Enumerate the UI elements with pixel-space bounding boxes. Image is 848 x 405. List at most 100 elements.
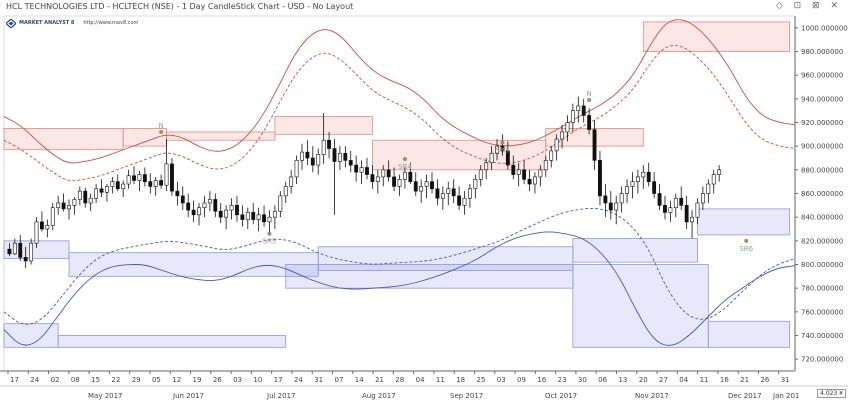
x-tick-label: 03 xyxy=(497,376,506,384)
candle-body xyxy=(468,188,472,199)
x-tick-label: 24 xyxy=(30,376,39,384)
band-red xyxy=(166,131,276,141)
x-month-label: Oct 2017 xyxy=(545,392,577,400)
candle-body xyxy=(18,242,23,258)
candle-body xyxy=(50,207,55,226)
x-tick-label: 17 xyxy=(10,376,19,384)
x-tick-label: 12 xyxy=(172,376,181,384)
x-tick-label: 02 xyxy=(51,376,60,384)
x-tick-label: 25 xyxy=(476,376,485,384)
x-tick-label: 05 xyxy=(152,376,161,384)
window-controls[interactable]: ◇ ⊡ ⊠ ✕ xyxy=(775,1,842,11)
candle-body xyxy=(462,197,467,206)
marker-dot xyxy=(267,231,272,236)
candle-body xyxy=(126,175,131,185)
candle-body xyxy=(695,202,700,218)
x-tick-label: 11 xyxy=(700,376,709,384)
x-tick-label: 09 xyxy=(517,376,526,384)
candle-body xyxy=(402,171,407,180)
candle-body xyxy=(354,164,359,173)
candle-body xyxy=(235,205,239,216)
series-solid-red xyxy=(3,19,796,164)
candle-body xyxy=(457,195,462,206)
marker-dot xyxy=(159,129,164,134)
x-month-label: May 2017 xyxy=(88,392,123,400)
candle-body xyxy=(565,122,570,133)
candle-body xyxy=(267,216,272,223)
marker-dot xyxy=(500,140,505,145)
brand-logo: MARKET ANALYST 8 http://www.mav8.com xyxy=(6,17,138,29)
candle-body xyxy=(272,210,277,218)
candle-body xyxy=(446,188,451,194)
candle-body xyxy=(83,190,88,204)
band-red xyxy=(642,21,790,52)
candle-body xyxy=(72,199,77,206)
band-blue xyxy=(285,264,574,289)
candle-body xyxy=(148,181,153,187)
x-tick-label: 31 xyxy=(781,376,790,384)
y-tick-label: 800.000000 xyxy=(801,261,843,269)
candle-body xyxy=(684,205,689,223)
candle-body xyxy=(310,157,315,166)
candle-body xyxy=(560,131,564,140)
marker-dot xyxy=(402,157,407,162)
x-month-label: Nov 2017 xyxy=(635,392,669,400)
candle-body xyxy=(646,171,651,182)
candle-body xyxy=(673,197,678,209)
candle-body xyxy=(706,183,711,194)
candle-body xyxy=(592,129,597,161)
candle-body xyxy=(61,202,66,210)
candle-body xyxy=(430,181,434,190)
candle-body xyxy=(711,174,716,185)
candle-body xyxy=(652,181,657,194)
series-dashed-blue xyxy=(3,207,796,325)
x-month-label: Aug 2017 xyxy=(362,392,396,400)
x-tick-label: 21 xyxy=(740,376,749,384)
candle-body xyxy=(717,169,722,175)
candle-body xyxy=(408,171,413,182)
candle-body xyxy=(619,193,624,204)
candle-body xyxy=(34,221,39,244)
candle-body xyxy=(641,171,646,178)
candle-body xyxy=(348,160,353,166)
x-month-label: Jan 201 xyxy=(772,392,799,400)
candle-body xyxy=(598,160,602,197)
candle-body xyxy=(289,176,294,187)
y-tick-label: 960.000000 xyxy=(801,72,843,80)
y-tick-label: 720.000000 xyxy=(801,356,843,364)
y-tick-label: 1000.000000 xyxy=(801,24,848,32)
x-tick-label: 26 xyxy=(760,376,769,384)
candle-body xyxy=(256,214,261,220)
candle-body xyxy=(608,202,613,211)
marker-label: N xyxy=(586,90,591,98)
candle-body xyxy=(29,242,34,262)
x-tick-label: 28 xyxy=(395,376,404,384)
candle-body xyxy=(137,174,142,181)
marker-label: SR5 xyxy=(263,238,277,246)
candle-body xyxy=(153,180,158,187)
candle-body xyxy=(381,169,386,178)
x-tick-label: 21 xyxy=(375,376,384,384)
band-red xyxy=(3,128,124,151)
marker-dot xyxy=(744,238,749,243)
x-tick-label: 03 xyxy=(233,376,242,384)
candle-body xyxy=(77,190,82,200)
candle-body xyxy=(305,151,310,159)
y-tick-label: 820.000000 xyxy=(801,237,843,245)
price-readout: 4.023 ¥ xyxy=(817,389,846,398)
candle-body xyxy=(478,169,483,180)
candle-body xyxy=(343,152,348,161)
candle-body xyxy=(500,145,505,152)
marker-label: SR3 xyxy=(496,147,510,155)
candle-body xyxy=(505,150,510,166)
brand-name: MARKET ANALYST 8 xyxy=(19,20,75,26)
candle-body xyxy=(365,167,369,175)
candle-body xyxy=(332,148,337,162)
brand-url[interactable]: http://www.mav8.com xyxy=(83,20,139,26)
x-month-label: Sep 2017 xyxy=(450,392,483,400)
y-tick-label: 780.000000 xyxy=(801,285,843,293)
marker-label: SR4 xyxy=(398,163,412,171)
candle-body xyxy=(419,186,424,192)
candle-body xyxy=(207,199,212,204)
